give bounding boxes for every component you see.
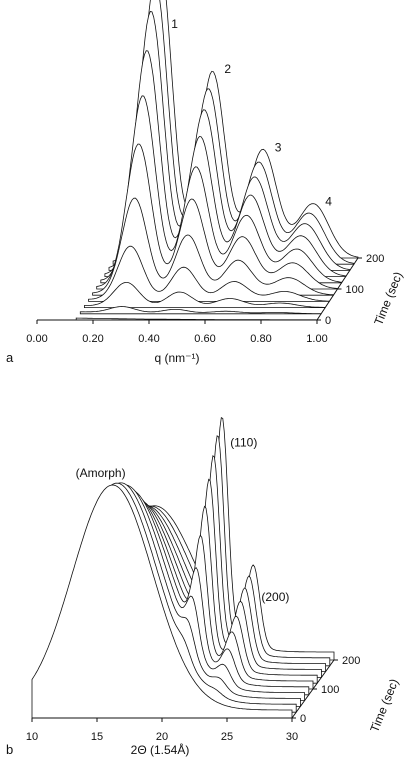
panel-a-x-tick-label: 0.20	[82, 333, 103, 345]
panel-a-x-axis-label: q (nm⁻¹)	[155, 351, 200, 365]
panel-a-x-tick-label: 0.00	[26, 333, 47, 345]
panel-a-letter: a	[6, 350, 14, 365]
panel-b-peak-label: (110)	[230, 436, 257, 450]
panel-a-series-line	[84, 282, 326, 308]
panel-a-peak-labels: 1 2 3 4	[171, 17, 332, 209]
panel-b-x-tick-label: 10	[26, 731, 38, 743]
panel-b-time-tick-label: 100	[321, 684, 339, 696]
panel-a-x-tick-label: 1.00	[306, 333, 327, 345]
panel-a-x-tick-label: 0.80	[250, 333, 271, 345]
panel-a-series-line	[108, 11, 351, 271]
panel-a-series-line	[79, 306, 322, 315]
panel-a-series-line	[112, 0, 355, 265]
panel-b-time-tick-label: 200	[342, 655, 360, 667]
panel-a-series-line	[92, 197, 334, 296]
panel-b-x-tick-label: 20	[156, 731, 168, 743]
panel-a-x-tick-label: 0.60	[194, 333, 215, 345]
panel-a-x-ticks: 0.00 0.20 0.40 0.60 0.80 1.00	[26, 320, 328, 345]
panel-a-series-line	[88, 245, 330, 302]
panel-a-peak-label: 4	[325, 195, 332, 209]
panel-a-series-group	[75, 0, 359, 321]
panel-a-time-tick-label: 100	[346, 284, 364, 296]
panel-a-time-axis-label: Time (sec)	[371, 270, 405, 327]
panel-a-time-ticks: 0 100 200	[317, 253, 384, 327]
panel-b-chart: 10 15 20 25 30 0 100 200 2Θ (1.54Å) Time (sec)…	[6, 416, 401, 757]
panel-b-x-axis-label: 2Θ (1.54Å)	[131, 742, 190, 757]
panel-b-series-line	[31, 484, 293, 719]
panel-b-x-tick-label: 25	[221, 731, 233, 743]
panel-a-peak-label: 3	[275, 140, 282, 154]
panel-a-time-tick-label: 0	[325, 315, 331, 327]
panel-a-series-line	[104, 50, 347, 277]
panel-b-x-ticks: 10 15 20 25 30	[26, 718, 298, 743]
panel-b-x-tick-label: 30	[286, 731, 298, 743]
panel-b-letter: b	[6, 742, 13, 757]
panel-b-time-axis-label: Time (sec)	[367, 677, 401, 734]
panel-b-x-tick-label: 15	[91, 731, 103, 743]
panel-a-time-tick-label: 200	[366, 253, 384, 265]
panel-b-time-tick-label: 0	[300, 713, 306, 725]
panel-a-chart: 0.00 0.20 0.40 0.60 0.80 1.00 0 100 200 q (nm⁻¹…	[6, 0, 405, 365]
panel-a-peak-label: 1	[171, 17, 178, 31]
panel-a-x-tick-label: 0.40	[138, 333, 159, 345]
panel-b-peak-label: (Amorph)	[76, 466, 126, 480]
panel-b-peak-label: (200)	[261, 590, 289, 604]
panel-a-series-line	[100, 95, 342, 284]
panel-b-series-group	[31, 416, 335, 719]
panel-b-peak-labels: (Amorph) (110) (200)	[76, 436, 290, 604]
panel-b-time-ticks: 0 100 200	[292, 655, 360, 725]
panel-a-peak-label: 2	[224, 62, 231, 76]
panel-a-series-line	[96, 143, 338, 290]
